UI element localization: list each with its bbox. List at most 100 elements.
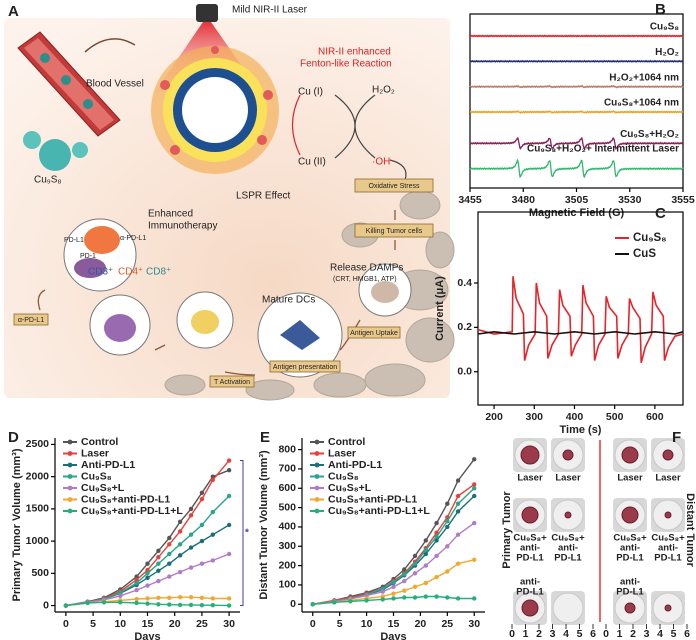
data-point [145, 575, 150, 581]
x-tick-label: 30 [468, 618, 480, 630]
data-point [434, 553, 439, 559]
data-point [156, 548, 161, 553]
data-point [145, 601, 150, 606]
legend-swatch [314, 497, 320, 502]
data-point [226, 522, 232, 528]
legend-label: Anti-PD-L1 [81, 459, 135, 471]
y-tick-label: 500 [278, 501, 296, 513]
ruler-label: 6 [684, 628, 690, 640]
data-point [455, 493, 461, 499]
x-tick-label: 3455 [458, 194, 482, 206]
blood-vessel-part [72, 142, 88, 158]
y-tick-label: 1500 [26, 503, 50, 515]
sample-label: Cu₉S₈+ [613, 533, 647, 544]
laser-part [182, 77, 248, 143]
data-point [226, 551, 232, 557]
data-point [167, 574, 172, 579]
text: Oxidative Stress [369, 183, 420, 190]
y-tick-label: 700 [278, 463, 296, 475]
y-tick-label: 200 [278, 559, 296, 571]
ruler-label: 3 [550, 628, 556, 640]
data-point [177, 542, 183, 547]
sample-label: Cu₉S₈+ [551, 533, 585, 544]
blood-vessel-part [23, 131, 41, 149]
x-tick-label: 0 [310, 618, 316, 630]
data-point [402, 578, 407, 584]
data-point [156, 578, 161, 584]
data-point [423, 547, 428, 553]
legend-label: Cu₉S₈+anti-PD-L1+L [81, 505, 183, 517]
data-point [391, 591, 396, 596]
flow-arrows-part [224, 371, 256, 376]
data-point [472, 596, 477, 601]
data-point [177, 519, 183, 524]
text: Blood Vessel [86, 79, 144, 90]
x-axis-label: Time (s) [560, 424, 602, 436]
data-point [199, 595, 205, 601]
data-point [412, 584, 418, 590]
ruler-label: 4 [563, 628, 569, 640]
side-label: Distant Tumor [684, 493, 696, 567]
data-point [210, 603, 215, 608]
x-tick-label: 30 [223, 618, 235, 630]
data-point [63, 603, 69, 608]
ruler-label: 5 [671, 628, 677, 640]
text: ·OH [372, 157, 390, 168]
side-label: Primary Tumor [501, 491, 513, 569]
ruler-label: 5 [577, 628, 583, 640]
plot-frame [477, 211, 684, 406]
data-point [188, 506, 194, 512]
data-point [391, 579, 396, 585]
data-point [412, 561, 418, 566]
legend-label: Control [81, 436, 118, 448]
x-tick-label: 5 [90, 618, 96, 630]
legend-label: Control [328, 436, 365, 448]
data-point [188, 513, 194, 518]
data-point [156, 555, 161, 560]
text: Cu (II) [298, 157, 326, 168]
data-point [167, 561, 172, 566]
sample-label: anti- [520, 577, 540, 588]
legend-label: Cu₉S₈+anti-PD-L1 [81, 493, 170, 505]
data-point [402, 588, 407, 593]
text: Mature DCs [262, 295, 315, 306]
data-point [423, 538, 428, 543]
y-tick-label: 2500 [26, 438, 50, 450]
data-point [188, 594, 194, 600]
data-point [156, 602, 161, 607]
legend-swatch [314, 451, 320, 456]
panel-label: A [8, 3, 19, 20]
box [354, 223, 434, 238]
cells-part [191, 310, 219, 334]
data-point [472, 457, 477, 462]
cells [74, 226, 399, 350]
data-point [445, 595, 450, 600]
data-point [472, 482, 477, 487]
x-tick-label: 20 [415, 618, 427, 630]
text: CD8⁺ [146, 267, 171, 278]
data-point [199, 522, 205, 528]
box [13, 313, 49, 326]
data-point [472, 486, 477, 491]
spectrum-trace [469, 136, 684, 151]
sample-label: Laser [655, 473, 681, 484]
sample-label: anti- [620, 577, 640, 588]
flow-arrows-part [37, 289, 46, 311]
data-point [177, 602, 183, 608]
data-point [134, 600, 139, 606]
data-point [380, 589, 385, 594]
sample-label: anti- [658, 543, 678, 554]
x-axis-label: Magnetic Field (G) [529, 207, 625, 219]
text: CD4⁺ [118, 267, 143, 278]
data-point [210, 558, 215, 563]
data-point [134, 587, 139, 593]
legend-label: Anti-PD-L1 [328, 459, 382, 471]
data-point [472, 493, 477, 499]
blood-vessel [17, 31, 136, 171]
laser-part [160, 80, 170, 90]
y-tick-label: 2000 [26, 470, 50, 482]
tumor [624, 602, 636, 614]
data-point [402, 595, 407, 600]
legend-swatch [314, 462, 320, 468]
data-point [445, 518, 450, 524]
